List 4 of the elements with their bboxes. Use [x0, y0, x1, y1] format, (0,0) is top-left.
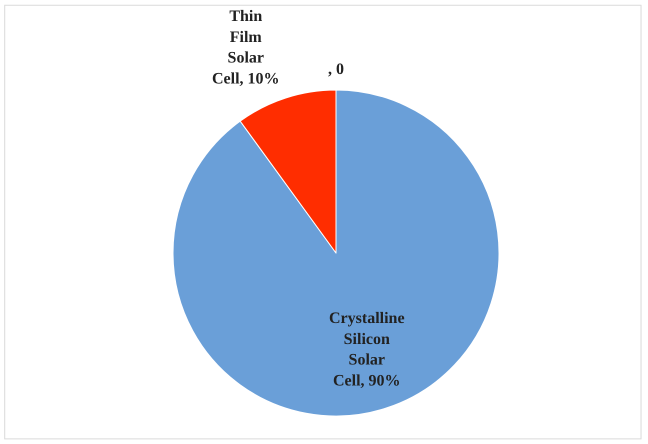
- slice-label: Thin Film Solar Cell, 10%: [212, 8, 280, 88]
- slice-label: Crystalline Silicon Solar Cell, 90%: [329, 310, 405, 390]
- pie-slice: [172, 90, 500, 416]
- text: , 0: [328, 61, 344, 78]
